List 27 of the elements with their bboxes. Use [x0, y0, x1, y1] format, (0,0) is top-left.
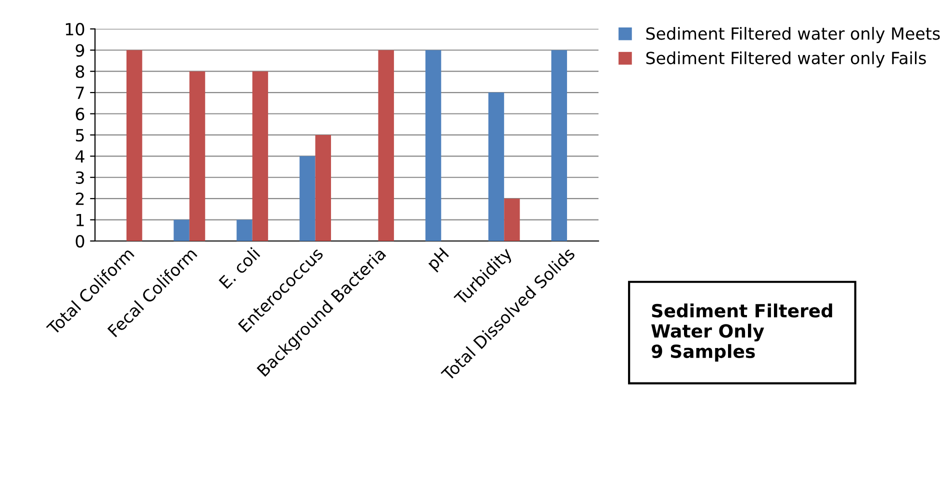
bar	[551, 50, 568, 241]
y-tick-label: 0	[76, 234, 84, 248]
bar	[189, 71, 206, 241]
bar	[425, 50, 442, 241]
bar	[126, 50, 142, 241]
y-tick-label: 9	[76, 44, 84, 57]
bar	[504, 198, 520, 241]
y-tick-label: 7	[76, 86, 84, 99]
text: Sediment Filtered Water Only 9 Samples	[651, 304, 832, 362]
bar	[174, 220, 190, 241]
bar	[378, 50, 394, 241]
x-tick-label: pH	[426, 247, 452, 273]
bar	[300, 156, 316, 241]
y-tick-label: 6	[76, 108, 84, 120]
bar	[315, 134, 332, 241]
legend-label: Sediment Filtered water only Meets	[646, 26, 940, 44]
bar	[236, 220, 252, 241]
y-tick-label: 5	[76, 129, 84, 142]
legend-label: Sediment Filtered water only Fails	[646, 51, 926, 68]
y-tick-label: 4	[75, 150, 84, 162]
bar	[488, 92, 504, 241]
y-tick-label: 10	[66, 22, 84, 36]
y-tick-label: 1	[76, 214, 84, 226]
y-tick-label: 8	[76, 65, 84, 78]
y-tick-label: 3	[76, 171, 84, 184]
y-tick-label: 2	[76, 192, 84, 205]
bar	[252, 71, 268, 241]
